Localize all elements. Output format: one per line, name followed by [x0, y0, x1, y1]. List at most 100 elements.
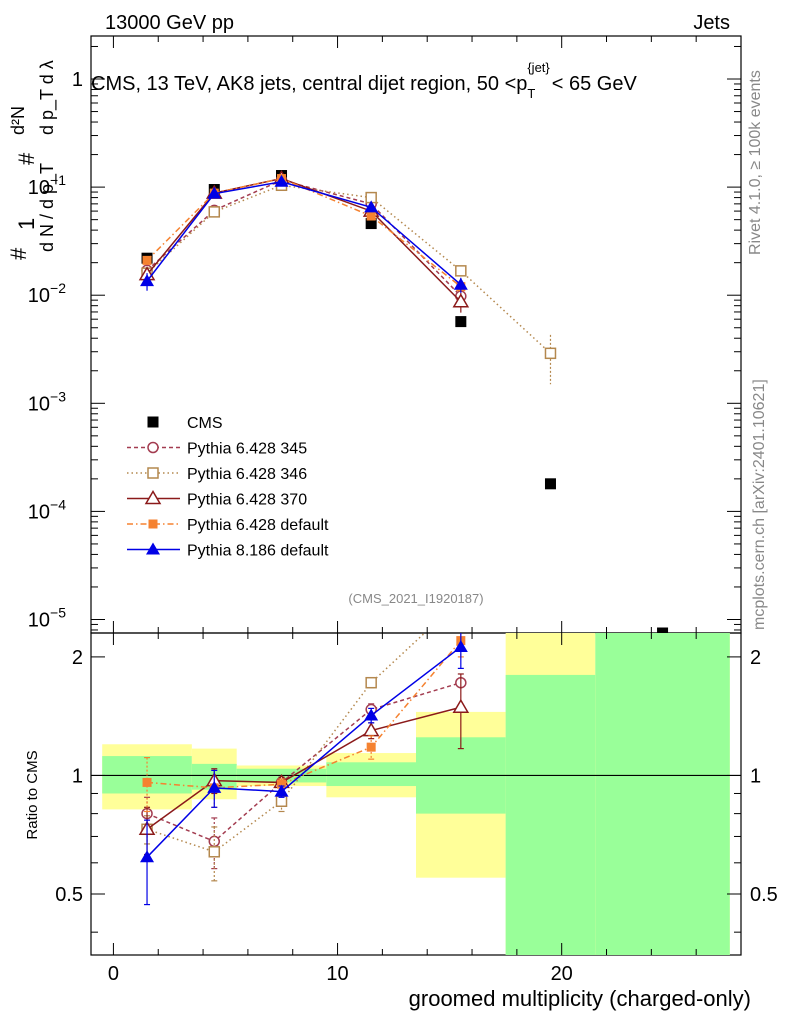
data-point [365, 218, 377, 230]
ylabel-hash-2: # [14, 152, 39, 165]
ylabel-top-numer: d²N [8, 106, 28, 135]
ratio-band-green [595, 633, 730, 955]
ratio-tick-label-right: 0.5 [750, 884, 778, 906]
title-sub: T [527, 86, 535, 101]
legend-marker [147, 441, 159, 454]
x-tick-label: 0 [108, 963, 119, 985]
data-point [657, 627, 669, 633]
ylabel-bottom-denom: d N / d p_T [37, 163, 58, 252]
series-line [146, 184, 551, 354]
y-tick-label: 10−2 [28, 280, 66, 307]
series-5 [140, 174, 468, 293]
series-1 [141, 174, 467, 302]
legend-label: Pythia 6.428 370 [187, 492, 307, 509]
ratio-bands [91, 633, 741, 955]
legend-label: Pythia 6.428 default [187, 517, 329, 534]
ratio-line [146, 633, 426, 853]
title-before: CMS, 13 TeV, AK8 jets, central dijet reg… [91, 73, 516, 95]
ylabel-hash: # [6, 247, 31, 260]
ratio-line [146, 640, 462, 789]
ratio-tick-label-left: 2 [72, 647, 83, 669]
ratio-tick-label-left: 0.5 [55, 884, 83, 906]
data-point [140, 274, 155, 287]
data-point [207, 186, 222, 199]
series-2 [141, 179, 557, 385]
legend-marker [144, 490, 162, 505]
series-0 [141, 170, 669, 633]
legend-marker [148, 519, 158, 529]
ratio-point [364, 708, 379, 721]
legend-marker [146, 542, 160, 555]
legend-item: CMS [147, 415, 223, 432]
x-axis-label: groomed multiplicity (charged-only) [409, 986, 751, 1011]
ratio-point [140, 850, 155, 863]
legend-item: Pythia 6.428 345 [127, 441, 307, 458]
legend-item: Pythia 6.428 346 [127, 466, 307, 483]
ratio-point [207, 780, 222, 793]
series-line [146, 181, 462, 286]
data-point [455, 316, 467, 328]
legend-marker [147, 467, 159, 479]
title-after: < 65 GeV [552, 73, 638, 95]
ratio-point [274, 784, 289, 797]
ratio-series-5 [140, 633, 468, 906]
rivet-label: Rivet 4.1.0, ≥ 100k events [747, 70, 764, 255]
series-3 [138, 170, 470, 313]
legend-label: Pythia 6.428 345 [187, 441, 307, 458]
data-point [455, 265, 467, 277]
data-point [142, 255, 152, 265]
ratio-tick-label-left: 1 [72, 765, 83, 787]
y-tick-label: 1 [72, 69, 83, 91]
ratio-point [366, 742, 376, 752]
series-line [146, 179, 462, 297]
data-point [274, 174, 289, 187]
header-right: Jets [693, 12, 730, 34]
y-axis-label: # 1 d N / d p_T # d²N d p_T d λ [6, 60, 58, 260]
ratio-frame [90, 632, 742, 956]
ylabel-top-denom: d p_T d λ [37, 60, 58, 135]
ratio-point [365, 676, 377, 689]
ratio-tick-label-right: 2 [750, 647, 761, 669]
ratio-axis-label: Ratio to CMS [24, 750, 41, 839]
data-point [544, 347, 557, 360]
ratio-band-green [505, 674, 596, 955]
ratio-band-green [326, 762, 416, 787]
data-point [364, 200, 379, 213]
data-point [453, 277, 468, 290]
ylabel-one: 1 [14, 218, 39, 230]
ratio-point [545, 296, 555, 306]
legend-marker [147, 416, 159, 428]
legend-label: Pythia 6.428 346 [187, 466, 307, 483]
data-point [452, 293, 470, 308]
x-tick-label: 20 [551, 963, 573, 985]
legend-item: Pythia 6.428 default [127, 517, 329, 534]
legend-label: Pythia 8.186 default [187, 543, 329, 560]
data-point [208, 206, 221, 218]
ratio-tick-label-right: 1 [750, 765, 761, 787]
legend-label: CMS [187, 415, 223, 432]
chart-title: CMS, 13 TeV, AK8 jets, central dijet reg… [91, 60, 637, 101]
y-tick-label: 10−3 [28, 388, 66, 415]
series-line [146, 177, 462, 288]
analysis-watermark: (CMS_2021_I1920187) [348, 591, 483, 606]
header-left: 13000 GeV pp [105, 12, 234, 34]
ratio-series [138, 296, 555, 906]
y-tick-label: 10−4 [28, 496, 66, 523]
main-series [138, 170, 669, 633]
mcplots-label: mcplots.cern.ch [arXiv:2401.10621] [751, 379, 768, 630]
series-line [146, 177, 462, 303]
legend-item: Pythia 6.428 370 [127, 490, 307, 509]
axis-tick-labels: 0 10 20 10−5 10−4 10−3 10−2 10−1 1 0.5 0.5 1 1 2 2 [28, 69, 778, 985]
legend-item: Pythia 8.186 default [127, 542, 329, 560]
ratio-point [142, 777, 152, 787]
title-p: p [516, 73, 527, 95]
title-sup: {jet} [527, 60, 550, 75]
ratio-point [277, 779, 287, 789]
legend: CMS Pythia 6.428 345 Pythia 6.428 346 Pythi… [127, 415, 329, 560]
ratio-point [208, 846, 221, 858]
ratio-point [452, 698, 470, 713]
y-tick-label: 10−1 [28, 172, 66, 199]
ratio-point [453, 639, 468, 652]
axis-ticks [91, 36, 741, 955]
